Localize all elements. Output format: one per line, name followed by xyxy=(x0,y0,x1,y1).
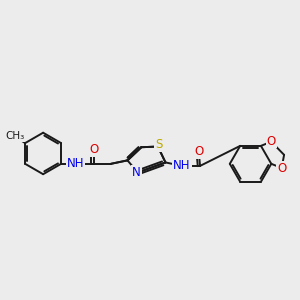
Text: O: O xyxy=(277,162,286,175)
Text: CH₃: CH₃ xyxy=(5,131,24,141)
Text: O: O xyxy=(194,145,203,158)
Text: S: S xyxy=(155,138,163,151)
Text: O: O xyxy=(89,143,98,156)
Text: NH: NH xyxy=(67,157,84,170)
Text: NH: NH xyxy=(173,159,191,172)
Text: N: N xyxy=(132,166,141,179)
Text: O: O xyxy=(267,134,276,148)
